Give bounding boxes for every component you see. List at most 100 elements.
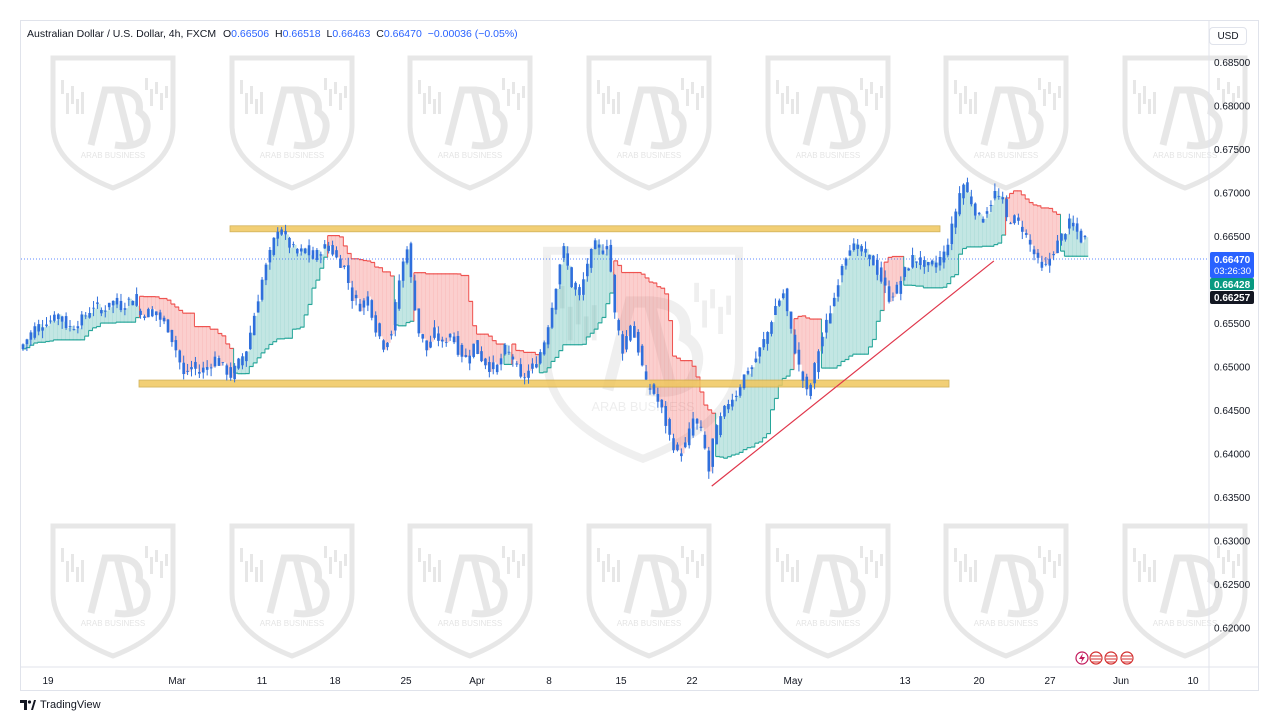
open-value: 0.66506 <box>231 28 270 40</box>
time-tick: 25 <box>400 676 412 687</box>
cloud-segment <box>986 213 991 247</box>
candle-body <box>68 325 72 327</box>
candle-body <box>531 363 534 369</box>
candle-body <box>593 240 597 249</box>
candle-body <box>495 364 499 373</box>
candle-body <box>805 376 809 390</box>
cloud-segment <box>797 316 803 365</box>
cloud-segment <box>253 315 258 363</box>
cloud-segment <box>57 314 62 340</box>
cloud-segment <box>96 303 101 327</box>
candle-body <box>260 279 264 300</box>
candle-body <box>154 311 158 316</box>
tradingview-brand[interactable]: TradingView <box>20 699 101 711</box>
cloud-segment <box>496 344 501 365</box>
cloud-segment <box>370 262 375 318</box>
cloud-segment <box>633 272 638 338</box>
currency-button[interactable]: USD <box>1209 27 1247 45</box>
cloud-segment <box>703 405 709 449</box>
cloud-segment <box>754 358 760 444</box>
candle-body <box>844 258 848 266</box>
candle-body <box>480 351 483 362</box>
candle-body <box>1036 252 1040 258</box>
trendline[interactable] <box>711 260 995 487</box>
candle-body <box>687 428 691 446</box>
candle-body <box>209 367 213 369</box>
resistance-zone[interactable] <box>229 225 941 233</box>
watermark-text: ARAB BUSINESS <box>617 151 681 160</box>
cloud-segment <box>492 340 497 363</box>
watermark-text: ARAB BUSINESS <box>1153 151 1217 160</box>
cloud-segment <box>856 244 861 355</box>
cloud-segment <box>327 235 332 246</box>
candle-body <box>1056 240 1059 254</box>
cloud-segment <box>472 325 477 344</box>
time-tick: 18 <box>329 676 341 687</box>
cloud-segment <box>1080 242 1085 257</box>
candle-body <box>719 416 722 436</box>
candle-body <box>570 267 573 288</box>
cloud-segment <box>888 257 893 302</box>
us-flag-icon-3[interactable] <box>1120 651 1134 665</box>
candle-body <box>785 288 789 312</box>
cloud-segment <box>1033 204 1038 255</box>
cloud-segment <box>1064 234 1069 257</box>
candle-body <box>758 347 762 357</box>
cloud-segment <box>335 235 340 258</box>
candle-body <box>864 248 867 253</box>
candle-body <box>926 262 930 266</box>
price-tick: 0.64000 <box>1214 449 1251 460</box>
candle-body <box>793 334 797 354</box>
cloud-segment <box>919 265 924 287</box>
cloud-segment <box>1001 197 1006 236</box>
cloud-segment <box>100 309 105 324</box>
candle-body <box>499 358 503 365</box>
candle-body <box>774 306 777 315</box>
candle-body <box>660 399 664 408</box>
watermark-text: ARAB BUSINESS <box>438 151 502 160</box>
cloud-segment <box>841 265 846 362</box>
candle-body <box>887 286 891 302</box>
cloud-segment <box>676 358 681 451</box>
support-zone[interactable] <box>138 379 950 388</box>
candle-body <box>640 345 644 366</box>
candle-body <box>601 250 605 254</box>
watermark-text: ARAB BUSINESS <box>1153 619 1217 628</box>
candle-body <box>225 365 229 375</box>
cloud-segment <box>978 214 983 247</box>
cloud-segment <box>53 320 58 340</box>
cloud-segment <box>186 313 191 372</box>
us-flag-icon-2[interactable] <box>1104 651 1118 665</box>
candle-body <box>825 319 828 333</box>
news-flag-icons[interactable] <box>1075 651 1134 665</box>
candle-body <box>621 334 624 354</box>
candle-body <box>934 262 938 268</box>
cloud-segment <box>147 296 152 309</box>
candle-body <box>1064 234 1067 240</box>
open-label: O <box>222 28 232 40</box>
cloud-segment <box>1025 199 1030 235</box>
cloud-segment <box>355 258 360 299</box>
cloud-segment <box>468 301 473 356</box>
time-tick: Mar <box>168 676 186 687</box>
us-flag-icon-1[interactable] <box>1089 651 1103 665</box>
candle-body <box>362 300 366 308</box>
cloud-segment <box>621 272 626 354</box>
candle-body <box>448 333 452 338</box>
cloud-segment <box>72 329 78 340</box>
cloud-segment <box>758 347 763 442</box>
time-tick: 19 <box>42 676 54 687</box>
cloud-segment <box>206 326 211 368</box>
symbol-title[interactable]: Australian Dollar / U.S. Dollar, 4h, FXC… <box>27 28 217 40</box>
candle-body <box>378 323 381 337</box>
time-axis[interactable]: 19 Mar 11 18 25 Apr 8 15 22 May 13 20 27 Jun 10 <box>42 676 1199 687</box>
candle-body <box>198 372 201 374</box>
cloud-segment <box>645 277 650 380</box>
candle-body <box>158 312 162 320</box>
candle-body <box>899 280 903 294</box>
candle-body <box>515 363 519 365</box>
candle-body <box>535 364 538 368</box>
candle-body <box>80 314 84 326</box>
cloud-segment <box>421 272 426 339</box>
